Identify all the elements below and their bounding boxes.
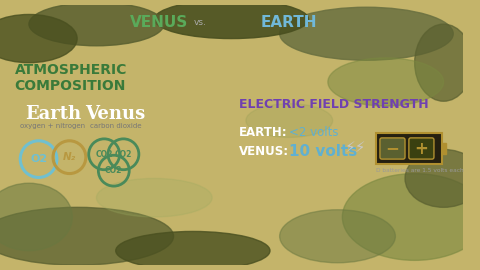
Text: vs.: vs. — [194, 18, 207, 27]
Ellipse shape — [0, 207, 174, 265]
Ellipse shape — [154, 0, 309, 39]
Text: N₂: N₂ — [63, 152, 76, 162]
Text: EARTH:: EARTH: — [239, 126, 288, 139]
FancyBboxPatch shape — [409, 138, 434, 159]
Ellipse shape — [415, 24, 472, 101]
Text: COMPOSITION: COMPOSITION — [14, 79, 126, 93]
Text: Venus: Venus — [85, 105, 146, 123]
Text: D batteries are 1.5 volts each: D batteries are 1.5 volts each — [376, 168, 464, 173]
Text: EARTH: EARTH — [260, 15, 317, 30]
Text: ELECTRIC FIELD STRENGTH: ELECTRIC FIELD STRENGTH — [239, 98, 429, 111]
Text: VENUS:: VENUS: — [239, 145, 289, 158]
Text: CO2: CO2 — [96, 150, 113, 159]
Text: Earth: Earth — [25, 105, 81, 123]
Ellipse shape — [246, 104, 333, 137]
Text: oxygen + nitrogen: oxygen + nitrogen — [21, 123, 85, 129]
Text: O2: O2 — [30, 154, 47, 164]
Text: VENUS: VENUS — [130, 15, 188, 30]
Ellipse shape — [405, 150, 480, 207]
FancyBboxPatch shape — [380, 138, 405, 159]
Text: +: + — [414, 140, 428, 157]
Text: <2 volts: <2 volts — [289, 126, 339, 139]
Text: CO2: CO2 — [105, 166, 122, 175]
Text: CO2: CO2 — [115, 150, 132, 159]
Ellipse shape — [29, 2, 164, 46]
Ellipse shape — [280, 210, 396, 263]
Text: 10 volts: 10 volts — [289, 144, 358, 159]
Ellipse shape — [0, 15, 77, 63]
Ellipse shape — [342, 174, 480, 260]
Ellipse shape — [116, 231, 270, 270]
Ellipse shape — [328, 58, 444, 106]
Ellipse shape — [0, 183, 72, 251]
Text: −: − — [385, 140, 399, 157]
Text: carbon dioxide: carbon dioxide — [90, 123, 142, 129]
Text: ATMOSPHERIC: ATMOSPHERIC — [14, 63, 127, 77]
Text: ⚡⚡: ⚡⚡ — [345, 140, 367, 155]
Ellipse shape — [96, 178, 212, 217]
Ellipse shape — [280, 7, 453, 60]
FancyBboxPatch shape — [376, 133, 442, 164]
FancyBboxPatch shape — [442, 143, 446, 154]
